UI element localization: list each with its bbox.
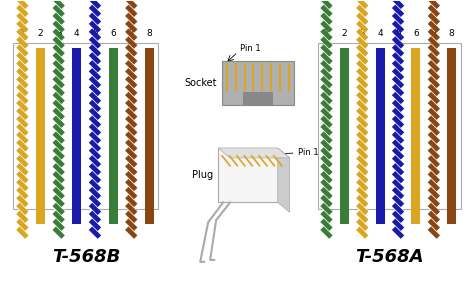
Text: 7: 7 — [431, 29, 437, 38]
Bar — [411, 48, 420, 224]
Bar — [222, 61, 294, 105]
Text: 2: 2 — [38, 29, 43, 38]
Text: Pin 1: Pin 1 — [240, 45, 261, 53]
Text: 1: 1 — [19, 29, 25, 38]
Bar — [447, 48, 456, 224]
Bar — [109, 48, 118, 224]
Bar — [218, 148, 278, 202]
Bar — [393, 48, 402, 224]
Bar — [145, 48, 154, 224]
Text: 8: 8 — [146, 29, 152, 38]
Text: T-568B: T-568B — [52, 248, 120, 266]
Text: 7: 7 — [128, 29, 134, 38]
Text: 3: 3 — [56, 29, 62, 38]
Bar — [54, 48, 63, 224]
Text: T-568A: T-568A — [355, 248, 423, 266]
Bar — [322, 48, 331, 224]
Bar — [340, 48, 349, 224]
Text: 2: 2 — [342, 29, 347, 38]
Text: Plug: Plug — [192, 170, 213, 180]
Text: 6: 6 — [110, 29, 116, 38]
Text: 4: 4 — [74, 29, 80, 38]
Text: 3: 3 — [359, 29, 365, 38]
Bar — [127, 48, 136, 224]
Text: Socket: Socket — [184, 78, 217, 88]
Text: 5: 5 — [395, 29, 401, 38]
Text: Pin 1: Pin 1 — [298, 149, 318, 158]
Bar — [13, 43, 158, 209]
Bar — [91, 48, 100, 224]
Bar — [376, 48, 384, 224]
Text: 8: 8 — [449, 29, 455, 38]
Bar — [73, 48, 82, 224]
Bar — [318, 43, 461, 209]
Bar — [18, 48, 27, 224]
Text: 6: 6 — [413, 29, 419, 38]
Polygon shape — [278, 148, 290, 212]
Text: 1: 1 — [324, 29, 329, 38]
Polygon shape — [218, 148, 290, 158]
Text: 5: 5 — [92, 29, 98, 38]
Bar — [429, 48, 438, 224]
Bar — [358, 48, 367, 224]
Bar — [36, 48, 45, 224]
Text: 4: 4 — [377, 29, 383, 38]
Bar — [243, 92, 273, 105]
